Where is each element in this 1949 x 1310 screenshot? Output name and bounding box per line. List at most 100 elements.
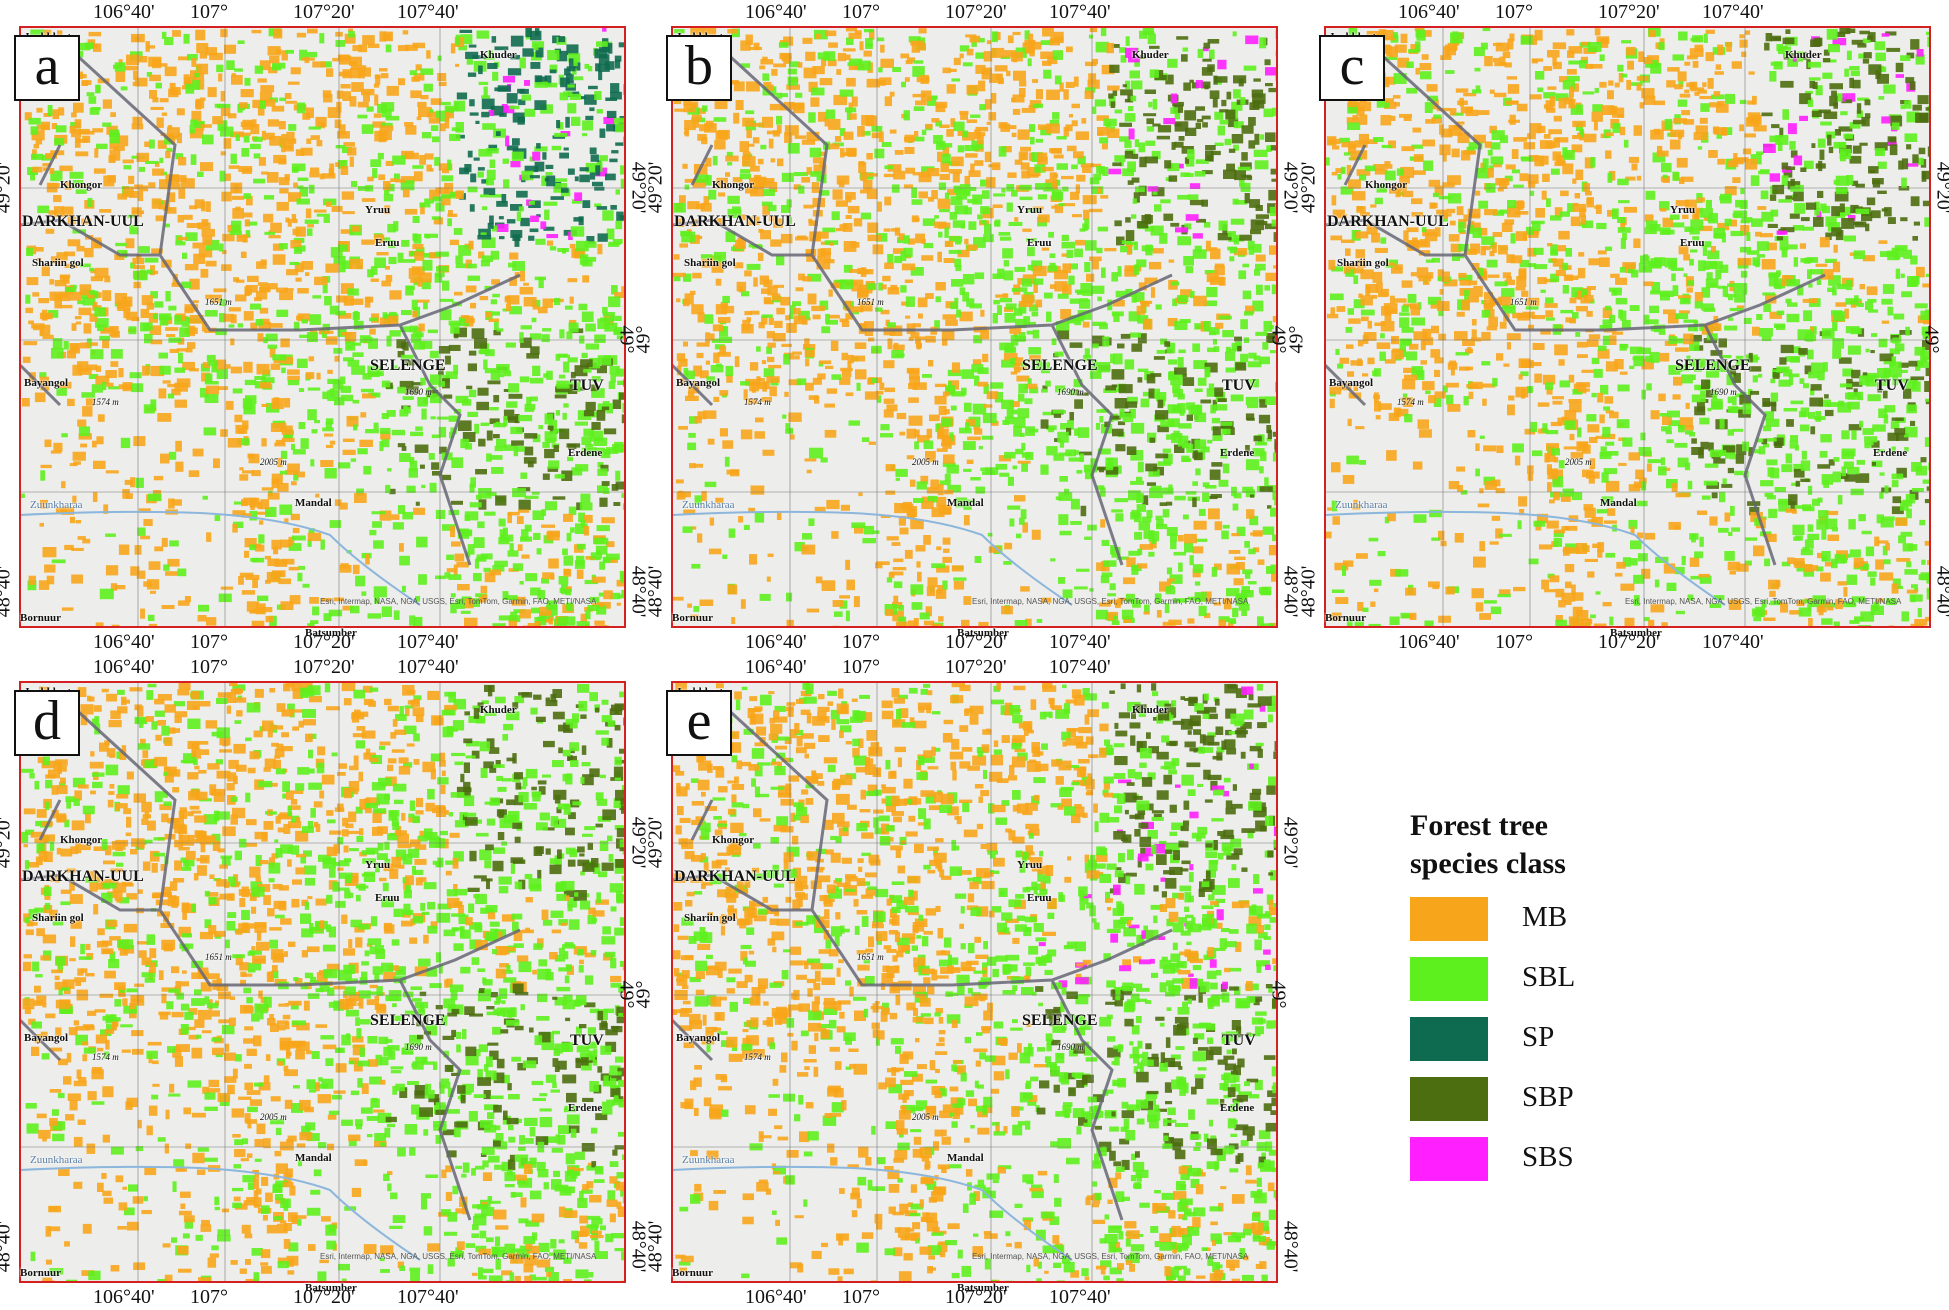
legend-label-sbp: SBP: [1522, 1081, 1574, 1114]
place-label-elev-1651: 1651 m: [857, 952, 884, 962]
place-label-elev-1651: 1651 m: [857, 297, 884, 307]
legend-title: Forest tree species class: [1410, 807, 1730, 883]
place-label-bayangol: Bayangol: [24, 377, 68, 389]
place-label-darkhan-uul: DARKHAN-UUL: [674, 213, 796, 231]
lat-label-left: 49°: [633, 981, 656, 1009]
lat-label-left: 49°20': [644, 817, 667, 869]
place-label-elev-1574: 1574 m: [744, 397, 771, 407]
map-canvas: [1305, 5, 1949, 655]
lat-label-left: 49°20': [0, 162, 15, 214]
place-label-mandal: Mandal: [295, 1152, 332, 1164]
basemap-attribution: Esri, Intermap, NASA, NGA, USGS, Esri, T…: [972, 597, 1248, 606]
place-label-elev-1690: 1690 m: [1057, 1042, 1084, 1052]
place-label-khongor: Khongor: [712, 834, 754, 846]
place-label-elev-1690: 1690 m: [405, 1042, 432, 1052]
place-label-darkhan-uul: DARKHAN-UUL: [22, 868, 144, 886]
lon-label-bottom: 106°40': [93, 631, 155, 654]
map-canvas: [0, 5, 645, 655]
place-label-mandal: Mandal: [947, 1152, 984, 1164]
place-label-khongor: Khongor: [1365, 179, 1407, 191]
place-label-eruu: Eruu: [1027, 237, 1051, 249]
legend-title-line1: Forest tree: [1410, 807, 1730, 845]
panel-letter: c: [1319, 35, 1385, 101]
place-label-khuder: Khuder: [1132, 704, 1169, 716]
place-label-bayangol: Bayangol: [676, 377, 720, 389]
place-label-khuder: Khuder: [1785, 49, 1822, 61]
place-label-bornuur: Bornuur: [20, 1267, 61, 1279]
lat-label-left: 49°20': [1297, 162, 1320, 214]
basemap-attribution: Esri, Intermap, NASA, NGA, USGS, Esri, T…: [320, 597, 596, 606]
map-panel-e: JavkhlantKhuderKhongorDARKHAN-UULYruuEru…: [652, 660, 1297, 1310]
legend-label-sbl: SBL: [1522, 961, 1575, 994]
place-label-tuv: TUV: [570, 1032, 604, 1050]
place-label-mandal: Mandal: [1600, 497, 1637, 509]
lon-label-top: 107°: [190, 1, 228, 24]
legend-swatch-sbp: [1410, 1077, 1488, 1121]
place-label-zuunkharaa: Zuunkharaa: [682, 1154, 735, 1166]
place-label-shariin-gol: Shariin gol: [32, 257, 84, 269]
lon-label-bottom: 106°40': [93, 1286, 155, 1309]
lon-label-bottom: 106°40': [1398, 631, 1460, 654]
legend-item-sbl: SBL: [1410, 957, 1730, 1001]
place-label-bornuur: Bornuur: [672, 612, 713, 624]
place-label-bayangol: Bayangol: [24, 1032, 68, 1044]
lat-label-left: 49°20': [644, 162, 667, 214]
place-label-elev-2005: 2005 m: [1565, 457, 1592, 467]
lon-label-bottom: 107°20': [1598, 631, 1660, 654]
map-canvas: [0, 660, 645, 1310]
lat-label-right: 49°20': [1278, 817, 1301, 869]
lon-label-bottom: 107°40': [1049, 1286, 1111, 1309]
panel-letter: a: [14, 35, 80, 101]
place-label-zuunkharaa: Zuunkharaa: [30, 1154, 83, 1166]
lon-label-top: 107°20': [293, 656, 355, 679]
place-label-tuv: TUV: [1875, 377, 1909, 395]
place-label-zuunkharaa: Zuunkharaa: [682, 499, 735, 511]
lon-label-top: 106°40': [745, 656, 807, 679]
lon-label-top: 107°40': [1049, 656, 1111, 679]
map-canvas: [652, 660, 1297, 1310]
place-label-tuv: TUV: [570, 377, 604, 395]
place-label-khuder: Khuder: [1132, 49, 1169, 61]
map-panel-c: JavkhlantKhuderKhongorDARKHAN-UULYruuEru…: [1305, 5, 1949, 655]
lat-label-left: 48°40': [644, 566, 667, 618]
map-panel-a: JavkhlantKhuderKhongorDARKHAN-UULYruuEru…: [0, 5, 645, 655]
place-label-bornuur: Bornuur: [1325, 612, 1366, 624]
place-label-yruu: Yruu: [1670, 204, 1695, 216]
place-label-elev-1574: 1574 m: [92, 397, 119, 407]
lon-label-bottom: 107°: [842, 1286, 880, 1309]
lon-label-bottom: 106°40': [745, 631, 807, 654]
lat-label-left: 49°: [633, 326, 656, 354]
place-label-erdene: Erdene: [1220, 447, 1254, 459]
lon-label-bottom: 107°40': [397, 631, 459, 654]
place-label-khongor: Khongor: [712, 179, 754, 191]
place-label-selenge: SELENGE: [1022, 357, 1098, 375]
lat-label-right: 49°: [1267, 981, 1290, 1009]
lon-label-bottom: 107°40': [1049, 631, 1111, 654]
lat-label-left: 48°40': [1297, 566, 1320, 618]
legend-item-sbs: SBS: [1410, 1137, 1730, 1181]
map-panel-d: JavkhlantKhuderKhongorDARKHAN-UULYruuEru…: [0, 660, 645, 1310]
place-label-elev-1574: 1574 m: [1397, 397, 1424, 407]
lon-label-bottom: 107°40': [397, 1286, 459, 1309]
basemap-attribution: Esri, Intermap, NASA, NGA, USGS, Esri, T…: [972, 1252, 1248, 1261]
lat-label-left: 49°: [0, 326, 4, 354]
place-label-eruu: Eruu: [1027, 892, 1051, 904]
place-label-yruu: Yruu: [365, 204, 390, 216]
legend-item-sp: SP: [1410, 1017, 1730, 1061]
place-label-selenge: SELENGE: [370, 357, 446, 375]
place-label-mandal: Mandal: [295, 497, 332, 509]
basemap-attribution: Esri, Intermap, NASA, NGA, USGS, Esri, T…: [1625, 597, 1901, 606]
lon-label-bottom: 107°20': [293, 1286, 355, 1309]
place-label-bayangol: Bayangol: [1329, 377, 1373, 389]
lat-label-left: 48°40': [0, 1221, 15, 1273]
place-label-selenge: SELENGE: [1022, 1012, 1098, 1030]
place-label-shariin-gol: Shariin gol: [684, 912, 736, 924]
lon-label-top: 107°: [842, 1, 880, 24]
place-label-elev-1574: 1574 m: [92, 1052, 119, 1062]
lat-label-left: 48°40': [644, 1221, 667, 1273]
lon-label-top: 106°40': [1398, 1, 1460, 24]
place-label-elev-1574: 1574 m: [744, 1052, 771, 1062]
lon-label-top: 107°: [842, 656, 880, 679]
lon-label-top: 107°: [190, 656, 228, 679]
lat-label-right: 48°40': [1278, 1221, 1301, 1273]
